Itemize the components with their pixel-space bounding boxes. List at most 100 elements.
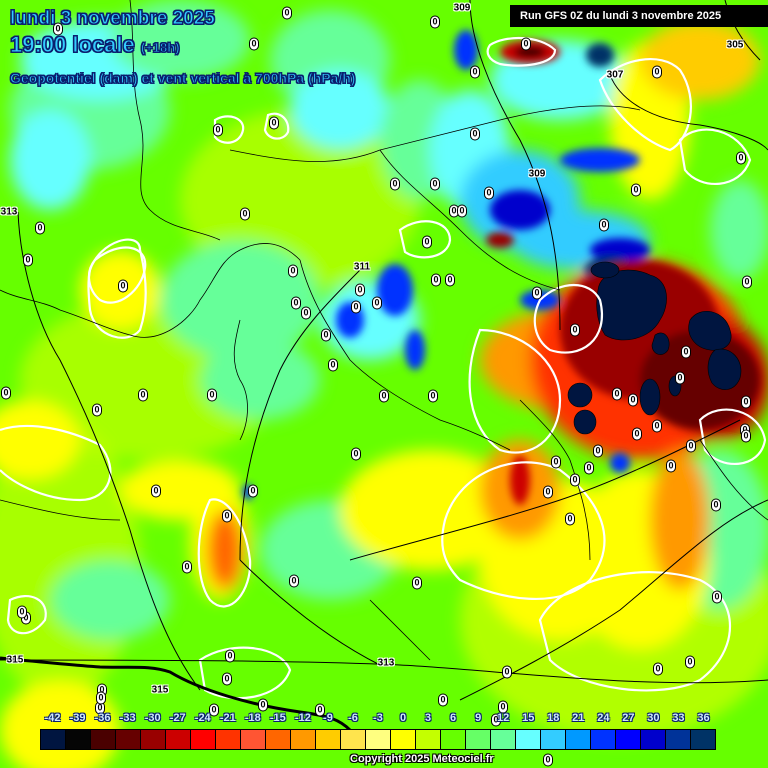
zero-contour-label: 0 [685,655,695,669]
local-time: 19:00 locale [10,32,136,58]
zero-contour-label: 0 [351,300,361,314]
colorbar-tick-label: 3 [425,712,432,724]
colorbar-tick-label: -6 [348,712,358,724]
zero-contour-label: 0 [379,389,389,403]
zero-contour-label: 0 [269,116,279,130]
colorbar-swatch [666,730,691,749]
zero-contour-label: 0 [498,700,508,714]
zero-contour-label: 0 [742,275,752,289]
colorbar-tick-label: -36 [94,712,111,724]
zero-contour-label: 0 [282,6,292,20]
zero-contour-label: 0 [225,649,235,663]
geopotential-contour-label: 309 [453,2,471,14]
zero-contour-label: 0 [652,419,662,433]
colorbar-ticks: -42 -39 -36 -33 -30 -27 -24 -21 -18 -15 -12 -9 -6 -3 0… [40,712,716,728]
colorbar-tick-label: -33 [119,712,136,724]
zero-contour-label: 0 [491,713,501,727]
colorbar-swatch [566,730,591,749]
forecast-date: lundi 3 novembre 2025 [10,8,216,30]
colorbar-tick-label: -24 [194,712,211,724]
zero-contour-label: 0 [631,183,641,197]
colorbar-swatch [141,730,166,749]
geopotential-contour-label: 313 [377,657,395,669]
colorbar-swatch [691,730,715,749]
colorbar-swatch [541,730,566,749]
colorbar-tick-label: -27 [169,712,186,724]
zero-contour-label: 0 [593,444,603,458]
zero-contour-label: 0 [249,37,259,51]
zero-contour-label: 0 [151,484,161,498]
zero-contour-label: 0 [532,286,542,300]
zero-contour-label: 0 [248,484,258,498]
zero-contour-label: 0 [570,323,580,337]
colorbar-swatch [341,730,366,749]
colorbar-swatch [91,730,116,749]
zero-contour-label: 0 [23,253,33,267]
geopotential-contour-label: 305 [726,39,744,51]
geopotential-contour-label: 311 [353,261,371,273]
colorbar-tick-label: -9 [323,712,333,724]
zero-contour-label: 0 [351,447,361,461]
zero-contour-label: 0 [222,509,232,523]
zero-contour-label: 0 [288,264,298,278]
forecast-time: 19:00 locale (+18h) [10,32,181,58]
zero-contour-label: 0 [118,279,128,293]
colorbar-tick-label: 6 [450,712,457,724]
zero-contour-label: 0 [422,235,432,249]
zero-contour-label: 0 [599,218,609,232]
zero-contour-label: 0 [736,151,746,165]
colorbar-swatch [491,730,516,749]
colorbar [40,729,716,750]
zero-contour-label: 0 [484,186,494,200]
copyright: Copyright 2025 Meteociel.fr [350,753,494,765]
colorbar-tick-label: 30 [647,712,660,724]
lead-time: (+18h) [140,40,180,56]
zero-contour-label: 0 [321,328,331,342]
colorbar-tick-label: 21 [572,712,585,724]
zero-contour-label: 0 [686,439,696,453]
zero-contour-label: 0 [328,358,338,372]
colorbar-swatch [641,730,666,749]
colorbar-swatch [41,730,66,749]
colorbar-swatch [266,730,291,749]
zero-contour-label: 0 [470,127,480,141]
zero-contour-label: 0 [438,693,448,707]
geopotential-contour-label: 307 [606,69,624,81]
zero-contour-label: 0 [291,296,301,310]
zero-contour-label: 0 [741,429,751,443]
colorbar-swatch [316,730,341,749]
zero-contour-label: 0 [521,37,531,51]
zero-contour-label: 0 [612,387,622,401]
colorbar-swatch [416,730,441,749]
colorbar-tick-label: -30 [144,712,161,724]
zero-contour-label: 0 [543,753,553,767]
zero-contour-label: 0 [666,459,676,473]
zero-contour-label: 0 [17,605,27,619]
zero-contour-label: 0 [445,273,455,287]
zero-contour-label: 0 [53,22,63,36]
colorbar-tick-label: 27 [622,712,635,724]
zero-contour-label: 0 [470,65,480,79]
colorbar-tick-label: 9 [475,712,482,724]
colorbar-tick-label: -12 [294,712,311,724]
colorbar-tick-label: 0 [399,712,407,724]
zero-contour-label: 0 [430,15,440,29]
colorbar-swatch [441,730,466,749]
zero-contour-label: 0 [551,455,561,469]
zero-contour-label: 0 [138,388,148,402]
colorbar-swatch [616,730,641,749]
zero-contour-label: 0 [213,123,223,137]
zero-contour-label: 0 [584,461,594,475]
zero-contour-label: 0 [258,698,268,712]
colorbar-tick-label: -21 [219,712,236,724]
colorbar-tick-label: 12 [497,712,510,724]
zero-contour-label: 0 [301,306,311,320]
colorbar-tick-label: 24 [597,712,610,724]
zero-contour-label: 0 [289,574,299,588]
colorbar-tick-label: 33 [672,712,685,724]
zero-contour-label: 0 [222,672,232,686]
zero-contour-label: 0 [711,498,721,512]
zero-contour-label: 0 [412,576,422,590]
colorbar-swatch [591,730,616,749]
zero-contour-label: 0 [741,395,751,409]
